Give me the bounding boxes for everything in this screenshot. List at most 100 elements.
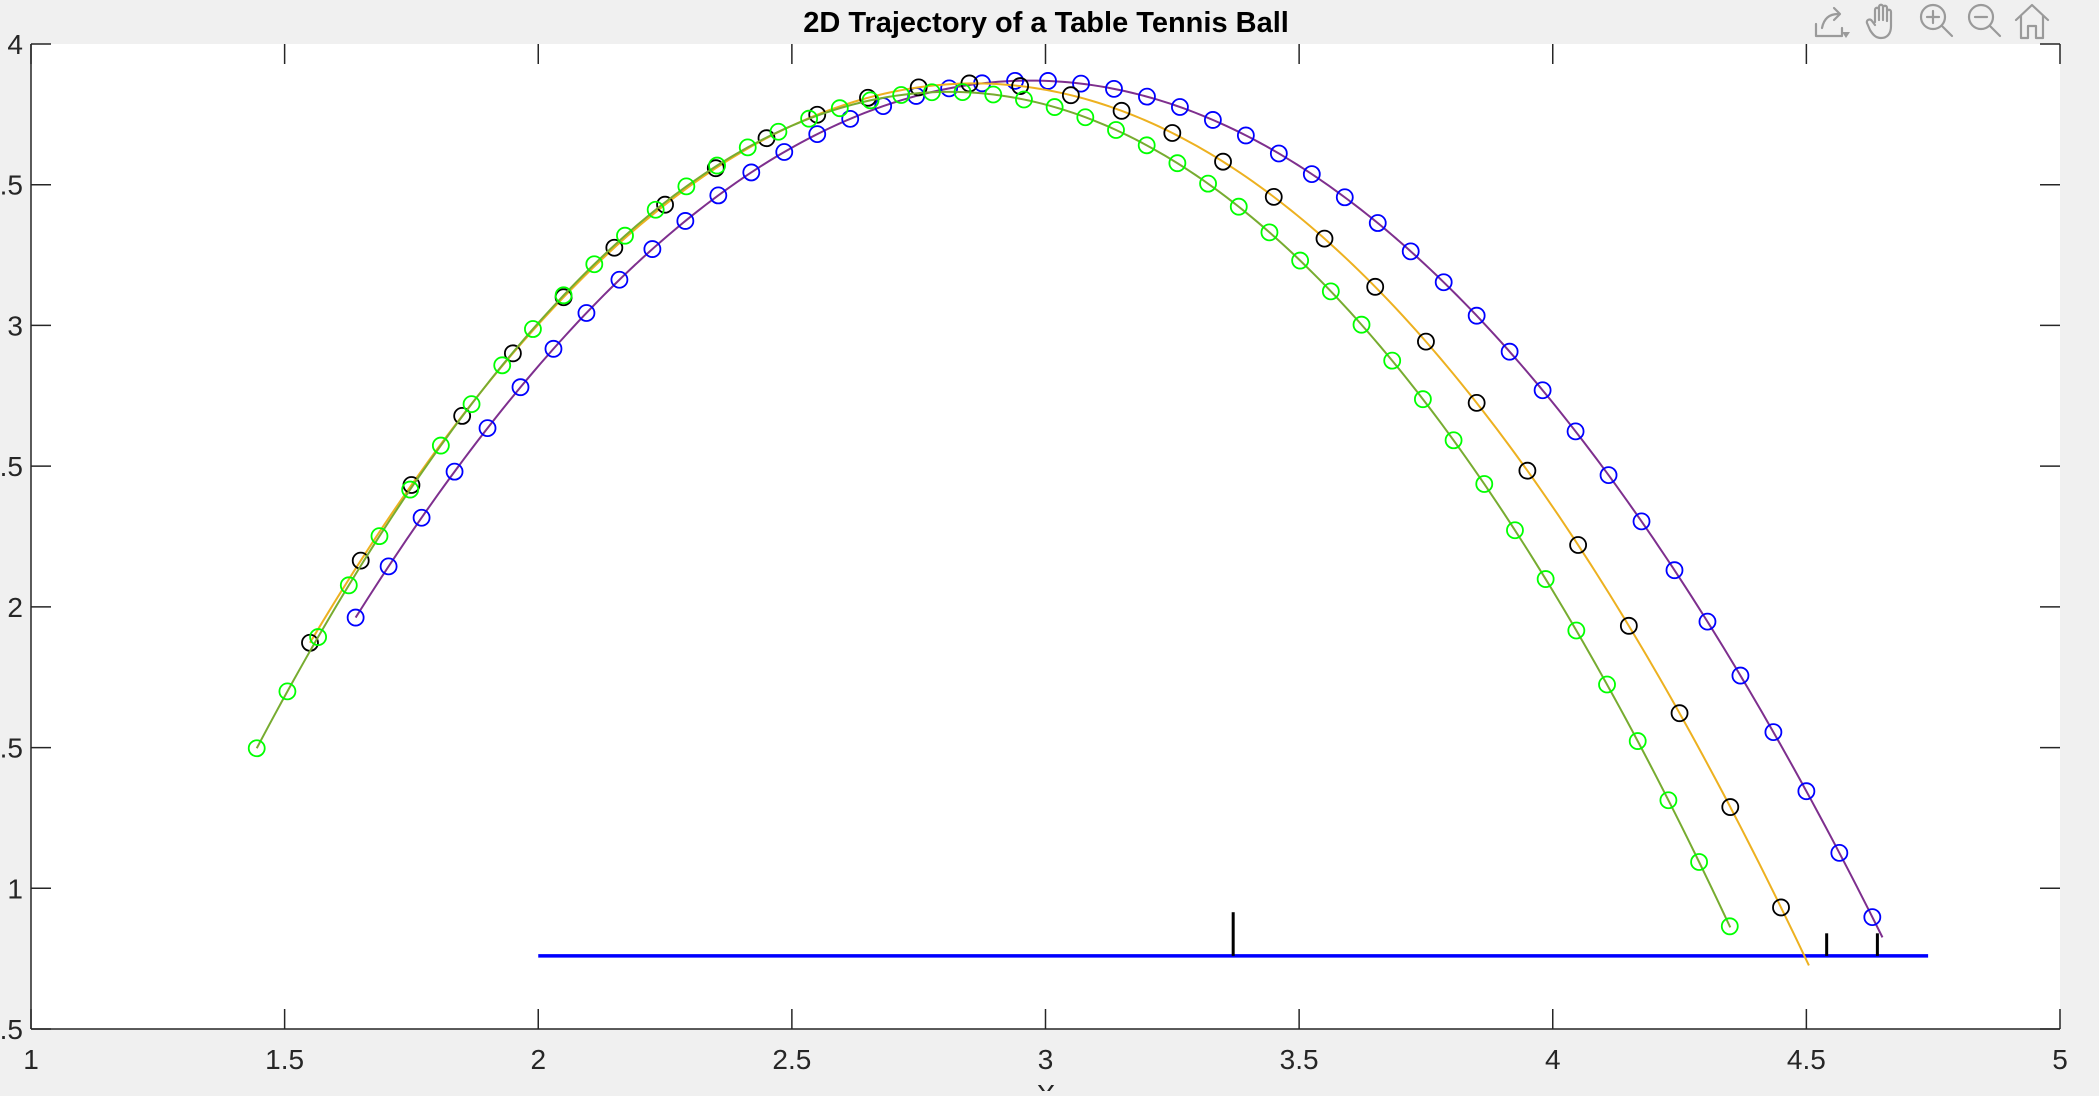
series-2-marker <box>808 105 827 124</box>
series-3-marker <box>554 286 573 305</box>
series-3-marker <box>1506 521 1524 540</box>
axes: 11.522.533.544.550.511.522.533.54 <box>0 29 2068 1075</box>
plot-area <box>31 44 2060 1029</box>
home-icon[interactable] <box>2014 3 2050 40</box>
y-tick-label: 1.5 <box>0 733 23 764</box>
series-3-marker <box>738 138 757 157</box>
series-3-marker <box>677 177 696 196</box>
y-tick-label: 4 <box>7 29 23 60</box>
series-2-marker <box>1061 86 1080 105</box>
series-3-marker <box>1720 917 1739 936</box>
series-2-marker <box>1163 124 1182 142</box>
series-3-marker <box>1383 351 1402 370</box>
series-1-marker <box>1632 512 1651 531</box>
series-1-marker <box>346 608 365 627</box>
series-3-marker <box>800 109 819 128</box>
series-1-marker <box>1236 126 1255 145</box>
series-3-marker <box>462 395 481 414</box>
series-2-marker <box>1112 101 1131 120</box>
series-1-marker <box>1731 666 1750 685</box>
series-3-marker <box>309 628 328 646</box>
series-3-marker <box>769 122 788 141</box>
series-1-marker <box>577 304 596 322</box>
series-1-line <box>354 79 1884 938</box>
x-tick-label: 2.5 <box>772 1044 811 1075</box>
series-2-marker <box>1264 187 1283 206</box>
series-3-marker <box>1229 197 1248 216</box>
export-icon[interactable] <box>1814 6 1850 38</box>
series-1-marker <box>1533 381 1552 400</box>
series-2-marker <box>1417 332 1435 351</box>
x-tick-label: 3.5 <box>1280 1044 1319 1075</box>
series-1-marker <box>841 109 860 128</box>
series-2-marker <box>1518 461 1537 480</box>
series-3-marker <box>1352 315 1371 334</box>
series-3-marker <box>1321 282 1340 301</box>
series-1-marker <box>1434 273 1453 292</box>
series-3-marker <box>1690 853 1708 871</box>
series-3-marker <box>585 255 604 274</box>
series-1-marker <box>1467 306 1486 325</box>
zoom-in-icon[interactable] <box>1919 3 1954 38</box>
series-3-marker <box>401 480 420 499</box>
axes-toolbar <box>1814 3 2050 40</box>
series-3-marker <box>1475 475 1494 493</box>
series-layer <box>247 71 1884 966</box>
y-tick-label: 3 <box>7 310 23 341</box>
series-1-marker <box>1665 561 1684 580</box>
pan-icon[interactable] <box>1865 3 1893 40</box>
series-3-marker <box>1567 621 1586 640</box>
series-3-marker <box>1598 675 1616 694</box>
series-1-marker <box>1764 723 1783 742</box>
series-1-marker <box>1830 843 1849 862</box>
series-3-marker <box>1444 431 1463 450</box>
series-3-marker <box>1291 251 1310 270</box>
series-2-marker <box>1467 393 1486 412</box>
series-2-marker <box>1214 152 1232 171</box>
series-3-marker <box>861 91 880 110</box>
series-3-marker <box>370 527 389 546</box>
series-1-marker <box>1797 782 1816 801</box>
series-1-marker <box>643 240 662 258</box>
series-3-marker <box>1045 98 1064 116</box>
y-tick-label: 0.5 <box>0 1014 23 1045</box>
y-tick-label: 2.5 <box>0 451 23 482</box>
series-1-marker <box>940 79 959 98</box>
y-tick-label: 1 <box>7 873 23 904</box>
series-3-marker <box>1015 90 1033 109</box>
series-2-marker <box>503 344 522 363</box>
series-1-marker <box>1269 144 1288 163</box>
series-1-marker <box>412 508 431 527</box>
series-1-marker <box>1105 79 1123 98</box>
x-tick-label: 5 <box>2052 1044 2068 1075</box>
series-2-marker <box>1670 704 1689 723</box>
series-3-marker <box>953 83 972 101</box>
series-1-marker <box>1039 72 1057 90</box>
x-axis-label: X <box>1037 1079 1056 1091</box>
series-3-marker <box>1536 570 1555 588</box>
series-3-marker <box>708 156 726 175</box>
series-3-marker <box>1260 223 1279 242</box>
series-1-marker <box>808 125 827 144</box>
series-1-marker <box>709 186 728 205</box>
series-2-marker <box>1011 77 1030 95</box>
series-3-marker <box>1628 732 1647 750</box>
series-1-marker <box>1171 98 1189 116</box>
series-2-line <box>309 82 1810 966</box>
zoom-out-icon[interactable] <box>1967 3 2002 38</box>
series-3-marker <box>1137 136 1156 155</box>
series-3-marker <box>1413 390 1432 409</box>
series-2-marker <box>1721 798 1740 816</box>
x-tick-label: 4.5 <box>1787 1044 1826 1075</box>
series-3-marker <box>524 320 542 338</box>
x-tick-label: 4 <box>1545 1044 1561 1075</box>
series-1-marker <box>1302 165 1321 183</box>
series-1-marker <box>1368 214 1387 232</box>
series-2-marker <box>605 238 624 257</box>
series-2-marker <box>1366 277 1385 296</box>
series-1-marker <box>478 419 497 438</box>
series-3-marker <box>493 356 512 375</box>
series-3-marker <box>830 99 849 118</box>
x-tick-label: 2 <box>530 1044 546 1075</box>
series-1-marker <box>1863 908 1882 926</box>
